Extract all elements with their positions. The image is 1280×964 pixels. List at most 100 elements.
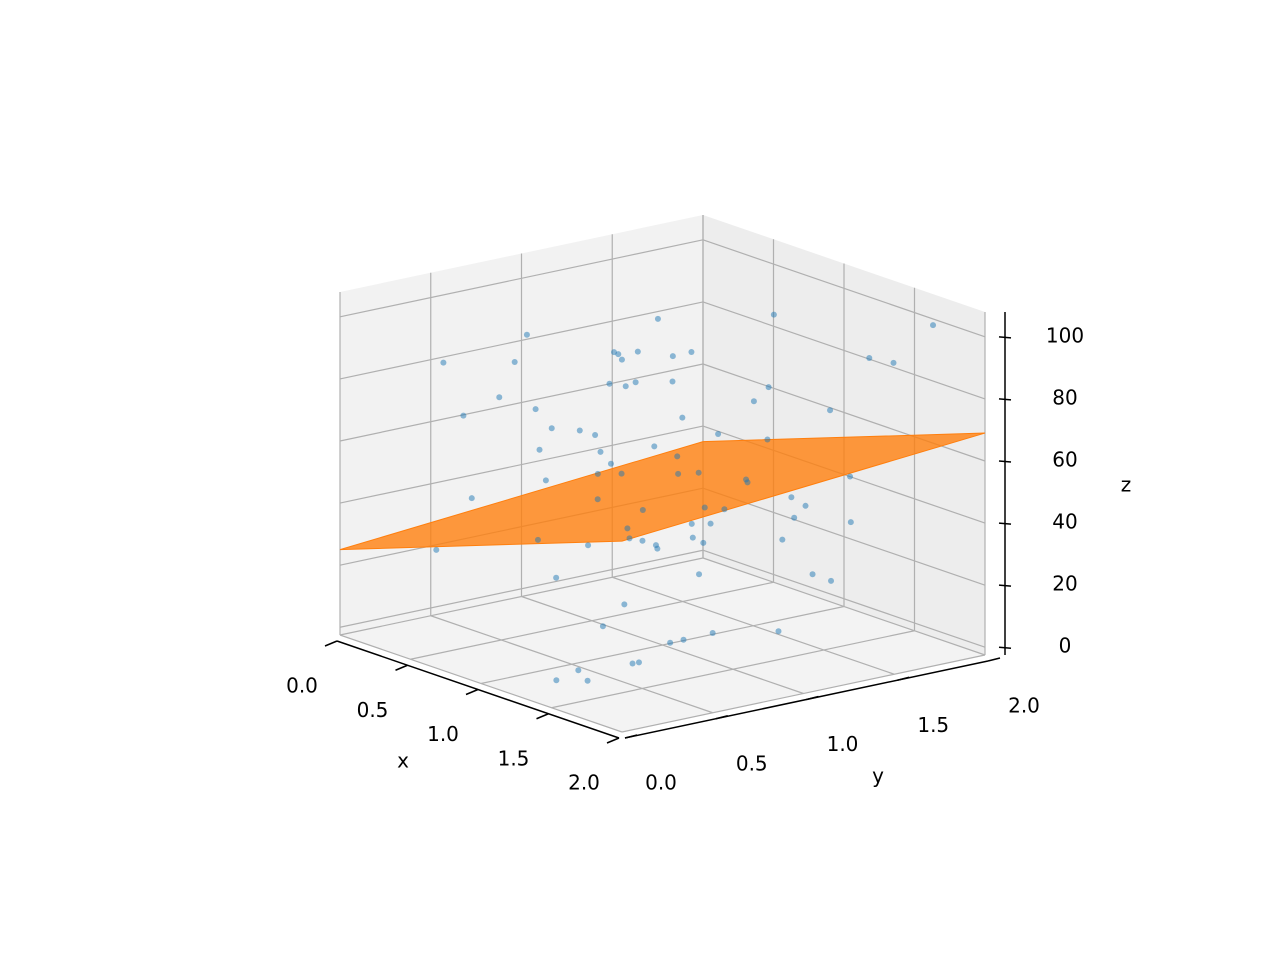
tick-mark bbox=[806, 695, 819, 701]
z-tick-label: 40 bbox=[1052, 510, 1077, 534]
z-axis-label: z bbox=[1121, 473, 1132, 497]
data-point bbox=[651, 443, 658, 450]
data-point bbox=[890, 359, 897, 366]
grid-line bbox=[339, 301, 704, 380]
tick-mark bbox=[395, 664, 408, 671]
data-point bbox=[707, 520, 714, 527]
data-point bbox=[576, 427, 583, 434]
y-tick-label: 0.0 bbox=[645, 771, 677, 795]
x-tick-label: 1.0 bbox=[427, 722, 459, 746]
grid-line bbox=[702, 301, 986, 400]
data-point bbox=[632, 379, 639, 386]
data-point bbox=[553, 574, 560, 581]
data-point bbox=[667, 639, 674, 646]
tick-mark bbox=[998, 398, 1012, 401]
grid-line bbox=[339, 549, 704, 628]
data-point bbox=[654, 315, 661, 322]
data-point bbox=[584, 677, 591, 684]
data-point bbox=[679, 414, 686, 421]
fit-plane bbox=[339, 432, 986, 551]
grid-line bbox=[339, 363, 704, 442]
tick-mark bbox=[897, 676, 910, 681]
data-point bbox=[827, 407, 834, 414]
data-point bbox=[847, 519, 854, 526]
data-point bbox=[689, 534, 696, 541]
z-tick-label: 60 bbox=[1052, 447, 1077, 471]
data-point bbox=[847, 473, 854, 480]
data-point bbox=[496, 394, 503, 401]
data-point bbox=[621, 601, 628, 608]
tick-mark bbox=[987, 657, 1001, 662]
y-tick-label: 1.5 bbox=[917, 713, 949, 737]
y-axis-label: y bbox=[872, 764, 884, 788]
y-tick-label: 0.5 bbox=[736, 751, 768, 775]
grid-line bbox=[702, 549, 986, 648]
grid-line bbox=[339, 634, 623, 733]
x-tick-label: 2.0 bbox=[568, 771, 600, 795]
data-point bbox=[715, 431, 722, 438]
data-point bbox=[791, 514, 798, 521]
data-point bbox=[542, 477, 549, 484]
data-point bbox=[866, 355, 873, 362]
tick-mark bbox=[324, 640, 338, 647]
x-tick-label: 1.5 bbox=[498, 746, 530, 770]
grid-line bbox=[702, 487, 986, 586]
data-point bbox=[680, 636, 687, 643]
x-axis-label: x bbox=[397, 749, 409, 773]
data-point bbox=[548, 425, 555, 432]
data-point bbox=[433, 546, 440, 553]
data-point bbox=[635, 659, 642, 666]
grid-line bbox=[612, 576, 895, 675]
data-point bbox=[597, 448, 604, 455]
data-point bbox=[523, 331, 530, 338]
data-point bbox=[622, 383, 629, 390]
data-point bbox=[618, 470, 625, 477]
data-point bbox=[930, 322, 937, 329]
data-point bbox=[828, 577, 835, 584]
data-point bbox=[606, 380, 613, 387]
data-point bbox=[599, 623, 606, 630]
data-point bbox=[634, 348, 641, 355]
grid-line bbox=[702, 239, 986, 338]
data-point bbox=[594, 496, 601, 503]
data-point bbox=[688, 520, 695, 527]
data-point bbox=[468, 495, 475, 502]
data-point bbox=[674, 453, 681, 460]
grid-line bbox=[339, 239, 704, 318]
data-point bbox=[534, 536, 541, 543]
data-point bbox=[688, 348, 695, 355]
x-tick-label: 0.0 bbox=[286, 674, 318, 698]
y-tick-label: 2.0 bbox=[1008, 694, 1040, 718]
data-point bbox=[629, 660, 636, 667]
data-point bbox=[669, 378, 676, 385]
data-point bbox=[809, 571, 816, 578]
grid-line bbox=[702, 557, 986, 656]
data-point bbox=[585, 542, 592, 549]
grid-line bbox=[521, 595, 804, 695]
z-tick-label: 0 bbox=[1059, 634, 1072, 658]
tick-mark bbox=[536, 713, 549, 720]
y-tick-label: 1.0 bbox=[827, 732, 859, 756]
z-tick-label: 80 bbox=[1052, 385, 1077, 409]
data-point bbox=[788, 494, 795, 501]
data-point bbox=[460, 412, 467, 419]
data-point bbox=[626, 535, 633, 542]
data-point bbox=[553, 677, 560, 684]
data-point bbox=[779, 536, 786, 543]
data-point bbox=[696, 571, 703, 578]
data-point bbox=[675, 470, 682, 477]
data-point bbox=[607, 460, 614, 467]
tick-mark bbox=[624, 734, 638, 739]
grid-line bbox=[339, 425, 704, 504]
data-point bbox=[639, 537, 646, 544]
data-point bbox=[709, 629, 716, 636]
data-point bbox=[695, 469, 702, 476]
data-point bbox=[802, 502, 809, 509]
data-point bbox=[575, 667, 582, 674]
z-tick-label: 20 bbox=[1052, 572, 1077, 596]
data-point bbox=[511, 359, 518, 366]
data-point bbox=[536, 446, 543, 453]
data-point bbox=[775, 628, 782, 635]
data-point bbox=[743, 476, 750, 483]
